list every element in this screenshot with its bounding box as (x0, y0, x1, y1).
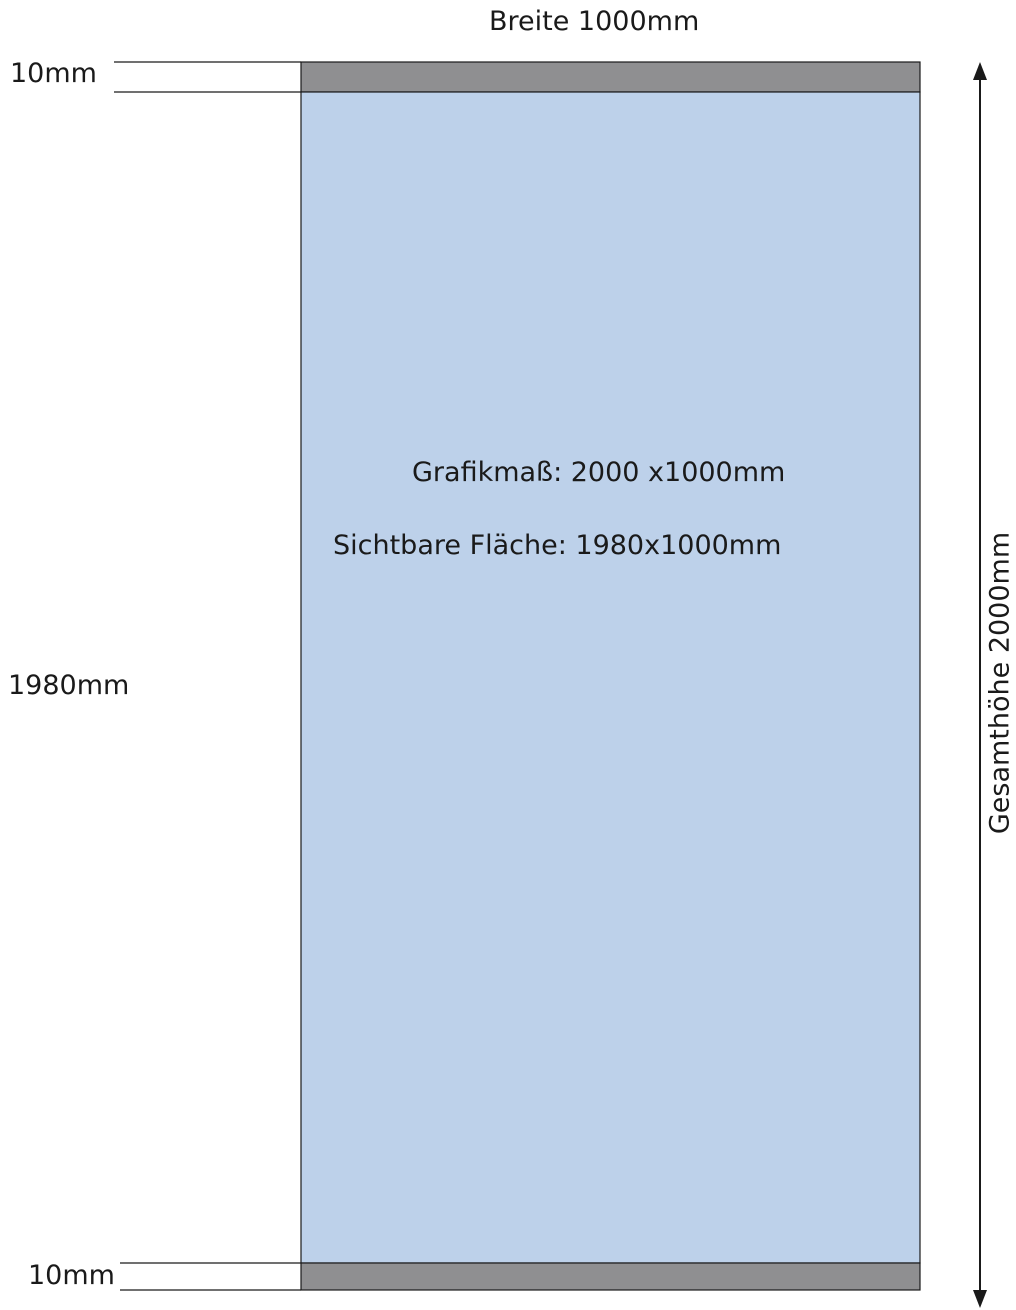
bottom-margin-strip (300, 1262, 921, 1291)
top-margin-strip (300, 61, 921, 93)
visible-area (300, 91, 921, 1264)
width-label: Breite 1000mm (489, 6, 700, 37)
visible-height-label: 1980mm (8, 670, 130, 701)
arrow-up-icon (973, 62, 987, 80)
visible-area-label: Sichtbare Fläche: 1980x1000mm (333, 530, 782, 561)
bottom-margin-label: 10mm (28, 1260, 115, 1291)
total-height-label: Gesamthöhe 2000mm (984, 531, 1016, 835)
graphic-size-label: Grafikmaß: 2000 x1000mm (412, 457, 786, 488)
top-margin-label: 10mm (10, 58, 97, 89)
arrow-down-icon (973, 1290, 987, 1308)
